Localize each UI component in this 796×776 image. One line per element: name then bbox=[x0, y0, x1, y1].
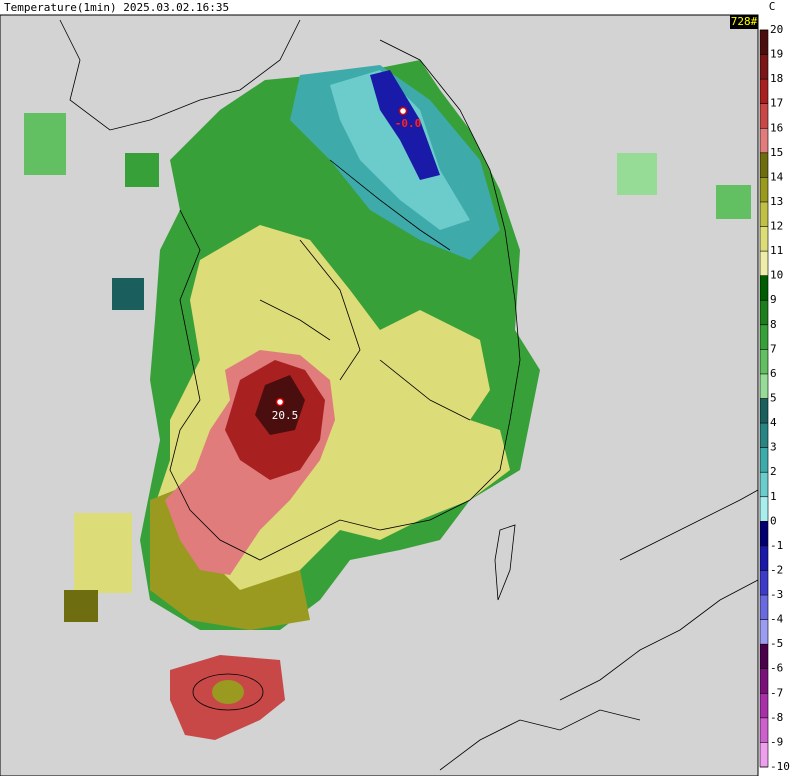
colorbar-tick-label: 18 bbox=[770, 72, 783, 85]
colorbar-tick-label: 2 bbox=[770, 465, 777, 478]
colorbar-tick-label: 11 bbox=[770, 244, 783, 257]
colorbar-segment bbox=[760, 128, 768, 153]
colorbar-unit: C bbox=[769, 0, 776, 13]
colorbar-tick-label: -5 bbox=[770, 637, 783, 650]
colorbar-segment bbox=[760, 30, 768, 55]
colorbar-tick-label: -7 bbox=[770, 686, 783, 699]
colorbar-tick-label: 1 bbox=[770, 490, 777, 503]
colorbar-segment bbox=[760, 54, 768, 80]
colorbar-tick-label: -9 bbox=[770, 735, 783, 748]
field-island-teal bbox=[112, 278, 144, 310]
station-label: -0.0 bbox=[395, 117, 422, 130]
colorbar-segment bbox=[760, 545, 768, 571]
colorbar-segment bbox=[760, 693, 768, 718]
field-blue bbox=[370, 70, 440, 180]
colorbar-tick-label: -1 bbox=[770, 539, 783, 552]
coastlines bbox=[59, 19, 759, 771]
colorbar-tick-label: 12 bbox=[770, 220, 783, 233]
coastline bbox=[559, 579, 759, 701]
colorbar-tick-label: 5 bbox=[770, 392, 777, 405]
colorbar-tick-label: -10 bbox=[770, 760, 790, 773]
colorbar-tick-label: 16 bbox=[770, 121, 783, 134]
colorbar-segment bbox=[760, 251, 768, 276]
colorbar-segment bbox=[760, 717, 768, 743]
field-island-east bbox=[617, 153, 657, 195]
colorbar-segment bbox=[760, 349, 768, 374]
colorbar-segment bbox=[760, 201, 768, 227]
colorbar-tick-label: 8 bbox=[770, 318, 777, 331]
colorbar-tick-label: 6 bbox=[770, 367, 777, 380]
coastline bbox=[619, 489, 759, 561]
colorbar-segment bbox=[760, 103, 768, 129]
colorbar-segment bbox=[760, 472, 768, 497]
colorbar-segment bbox=[760, 595, 768, 620]
coastline bbox=[169, 39, 521, 561]
colorbar-segment bbox=[760, 742, 768, 767]
colorbar-segment bbox=[760, 373, 768, 399]
station-marker bbox=[398, 106, 408, 116]
station-marker bbox=[275, 397, 285, 407]
colorbar-tick-label: -4 bbox=[770, 613, 784, 626]
colorbar-tick-label: 20 bbox=[770, 23, 783, 36]
station-count: 728# bbox=[731, 15, 758, 28]
colorbar-segment bbox=[760, 300, 768, 325]
colorbar-tick-label: -3 bbox=[770, 588, 783, 601]
colorbar-segment bbox=[760, 398, 768, 424]
colorbar-tick-label: 19 bbox=[770, 48, 783, 61]
colorbar: 20191817161514131211109876543210-1-2-3-4… bbox=[759, 23, 790, 773]
coastline bbox=[439, 709, 641, 771]
colorbar-tick-label: 3 bbox=[770, 441, 777, 454]
colorbar-segment bbox=[760, 644, 768, 669]
colorbar-segment bbox=[760, 324, 768, 350]
colorbar-segment bbox=[760, 668, 768, 694]
colorbar-segment bbox=[760, 275, 768, 301]
count-box bbox=[730, 15, 758, 29]
field-island-olive bbox=[64, 590, 98, 622]
title: Temperature(1min) 2025.03.02.16:35 bbox=[4, 1, 229, 14]
coastline bbox=[59, 19, 301, 131]
colorbar-tick-label: 13 bbox=[770, 195, 783, 208]
colorbar-segment bbox=[760, 570, 768, 596]
colorbar-tick-label: 9 bbox=[770, 293, 777, 306]
colorbar-tick-label: 10 bbox=[770, 269, 783, 282]
colorbar-tick-label: 0 bbox=[770, 514, 777, 527]
colorbar-segment bbox=[760, 423, 768, 448]
colorbar-tick-label: -6 bbox=[770, 662, 783, 675]
coastline bbox=[494, 524, 516, 601]
field-jeju-peak bbox=[212, 680, 244, 704]
field-cyan bbox=[330, 70, 470, 230]
colorbar-segment bbox=[760, 521, 768, 546]
colorbar-segment bbox=[760, 152, 768, 178]
colorbar-tick-label: 15 bbox=[770, 146, 783, 159]
colorbar-segment bbox=[760, 226, 768, 252]
colorbar-tick-label: 17 bbox=[770, 97, 783, 110]
colorbar-segment bbox=[760, 447, 768, 473]
colorbar-tick-label: 4 bbox=[770, 416, 777, 429]
province-border bbox=[259, 159, 471, 421]
colorbar-tick-label: 7 bbox=[770, 342, 777, 355]
temperature-field bbox=[24, 60, 751, 740]
colorbar-tick-label: -8 bbox=[770, 711, 783, 724]
colorbar-segment bbox=[760, 619, 768, 645]
coastline-jeju bbox=[192, 673, 264, 711]
colorbar-tick-label: -2 bbox=[770, 563, 783, 576]
field-island-dokdo bbox=[716, 185, 751, 219]
field-island-yellow bbox=[74, 513, 132, 593]
field-island-west bbox=[24, 113, 66, 175]
colorbar-segment bbox=[760, 177, 768, 202]
field-island bbox=[125, 153, 159, 187]
colorbar-segment bbox=[760, 496, 768, 522]
colorbar-tick-label: 14 bbox=[770, 170, 784, 183]
station-label: 20.5 bbox=[272, 409, 299, 422]
colorbar-segment bbox=[760, 79, 768, 104]
